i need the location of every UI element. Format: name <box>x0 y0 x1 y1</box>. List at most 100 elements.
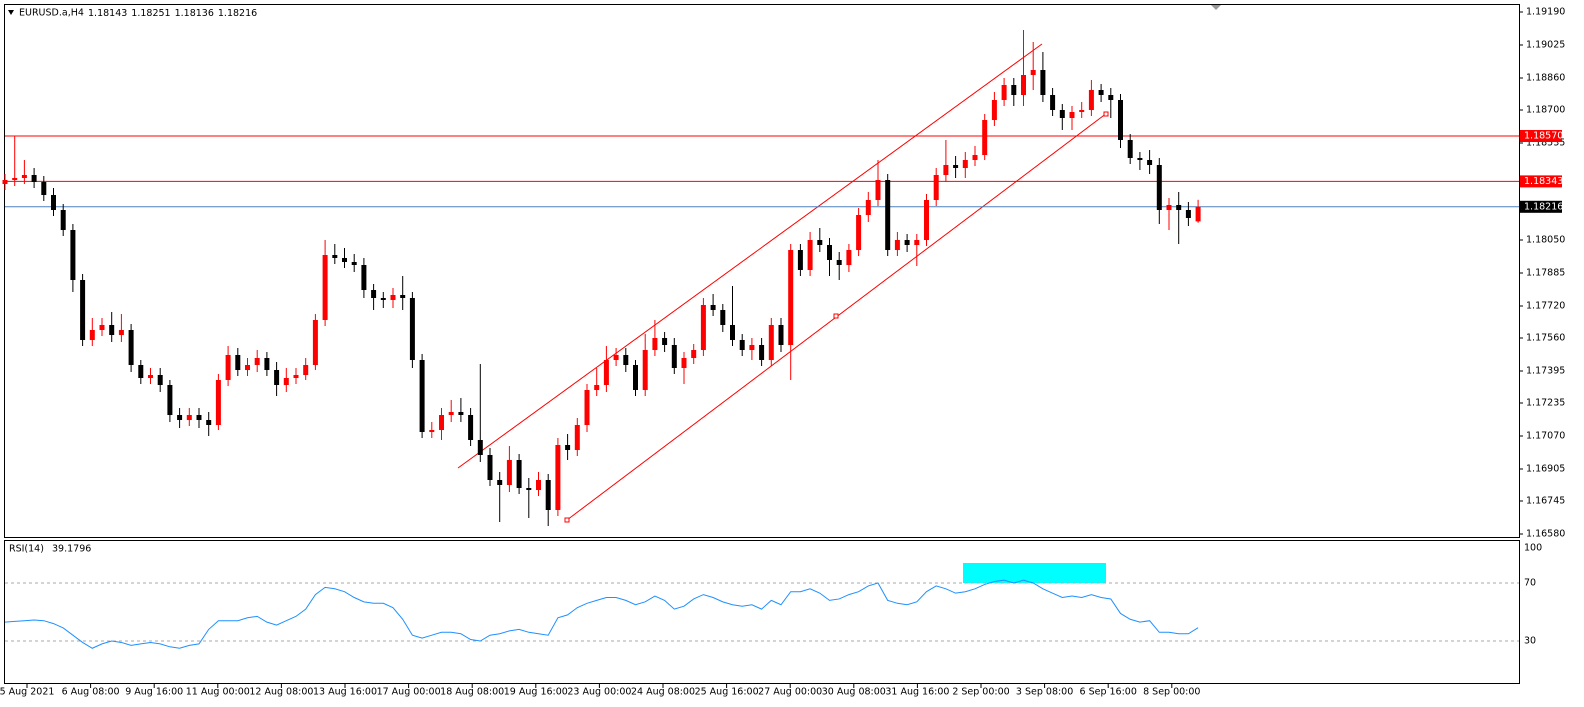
level-tag <box>1520 130 1562 142</box>
candle-body <box>933 175 939 200</box>
candle-body <box>1088 90 1094 110</box>
candle-body <box>817 240 823 245</box>
channel-handle[interactable] <box>1103 111 1109 117</box>
candle-body <box>972 155 978 160</box>
main-frame <box>4 4 1520 538</box>
candle-body <box>283 378 289 385</box>
candle-body <box>914 240 920 245</box>
candle-body <box>458 412 464 415</box>
x-tick-label: 6 Sep 16:00 <box>1080 687 1137 698</box>
x-tick-label: 8 Sep 00:00 <box>1143 687 1200 698</box>
y-tick-label: 1.17885 <box>1526 268 1565 279</box>
candle-body <box>545 480 551 510</box>
candle-body <box>1030 70 1036 75</box>
x-tick-label: 17 Aug 00:00 <box>377 687 441 698</box>
candle-body <box>1108 95 1114 100</box>
candle-body <box>60 210 66 230</box>
x-tick-label: 13 Aug 16:00 <box>313 687 377 698</box>
candle-body <box>380 298 386 300</box>
candle-body <box>555 445 561 510</box>
candle-body <box>1011 85 1017 95</box>
candle-body <box>506 460 512 485</box>
rsi-frame <box>4 540 1520 684</box>
candle-body <box>536 480 541 490</box>
candle-body <box>70 230 76 280</box>
candle-body <box>1118 100 1123 140</box>
candle-body <box>186 415 192 420</box>
candle-body <box>671 345 677 368</box>
candle-body <box>836 260 842 265</box>
y-tick-label: 1.17720 <box>1526 301 1565 312</box>
ohlc-value: 1.18216 <box>218 8 257 19</box>
candle-body <box>584 390 590 425</box>
candle-body <box>409 298 415 360</box>
ohlc-value: 1.18136 <box>175 8 214 19</box>
candle-body <box>759 345 765 360</box>
candle-body <box>371 290 377 298</box>
candle-body <box>904 240 910 245</box>
y-tick-label: 1.18535 <box>1526 138 1565 149</box>
ohlc-value: 1.18251 <box>131 8 170 19</box>
candle-body <box>274 370 280 385</box>
candle-body <box>293 375 299 378</box>
menu-arrow[interactable] <box>8 10 14 15</box>
candle-body <box>429 430 435 432</box>
candle-body <box>322 255 328 320</box>
level-label: 1.18570 <box>1524 131 1563 142</box>
channel-handle[interactable] <box>564 517 570 523</box>
candle-body <box>875 180 881 200</box>
candle-body <box>1059 110 1065 118</box>
candle-body <box>1098 90 1104 95</box>
candle-body <box>206 420 212 425</box>
candle-body <box>574 425 580 450</box>
x-tick-label: 25 Aug 16:00 <box>695 687 759 698</box>
x-tick-label: 11 Aug 00:00 <box>186 687 250 698</box>
candle-body <box>526 488 532 490</box>
candle-body <box>1021 75 1026 95</box>
candle-body <box>623 355 629 365</box>
candle-body <box>797 250 803 270</box>
channel-handle[interactable] <box>833 313 839 319</box>
candle-body <box>448 412 454 415</box>
rsi-tick-label: 70 <box>1524 578 1536 589</box>
candle-body <box>21 175 27 178</box>
candle-body <box>856 215 862 250</box>
candle-body <box>681 358 687 368</box>
candle-body <box>12 178 18 180</box>
candle-body <box>89 330 95 340</box>
candle-body <box>245 365 250 370</box>
rsi-value: 39.1796 <box>52 544 91 555</box>
candle-body <box>1079 110 1085 112</box>
x-tick-label: 18 Aug 08:00 <box>440 687 504 698</box>
candle-body <box>720 310 726 325</box>
candle-body <box>1166 205 1172 210</box>
candle-body <box>264 358 270 370</box>
candle-body <box>361 265 367 290</box>
candle-body <box>51 195 56 210</box>
candle-body <box>749 345 755 350</box>
candle-body <box>1176 205 1182 210</box>
candle-body <box>118 330 124 335</box>
candle-body <box>652 338 658 350</box>
symbol-label: EURUSD.a,H4 <box>19 8 84 19</box>
shift-marker <box>1211 5 1221 10</box>
candle-body <box>138 365 144 378</box>
candle-body <box>1156 165 1162 210</box>
candle-body <box>468 415 474 440</box>
candle-body <box>477 440 483 455</box>
x-tick-label: 30 Aug 08:00 <box>822 687 886 698</box>
candle-body <box>516 460 522 488</box>
candle-body <box>846 250 852 265</box>
candle-body <box>2 180 8 184</box>
candle-body <box>400 295 406 298</box>
x-tick-label: 5 Aug 2021 <box>0 687 54 698</box>
candle-body <box>1050 95 1056 110</box>
candle-body <box>943 165 949 175</box>
rsi-tick-label: 30 <box>1524 636 1536 647</box>
candle-body <box>351 262 357 265</box>
candle-body <box>633 365 638 390</box>
y-tick-label: 1.17070 <box>1526 431 1565 442</box>
x-tick-label: 31 Aug 16:00 <box>885 687 949 698</box>
y-tick-label: 1.17235 <box>1526 398 1565 409</box>
